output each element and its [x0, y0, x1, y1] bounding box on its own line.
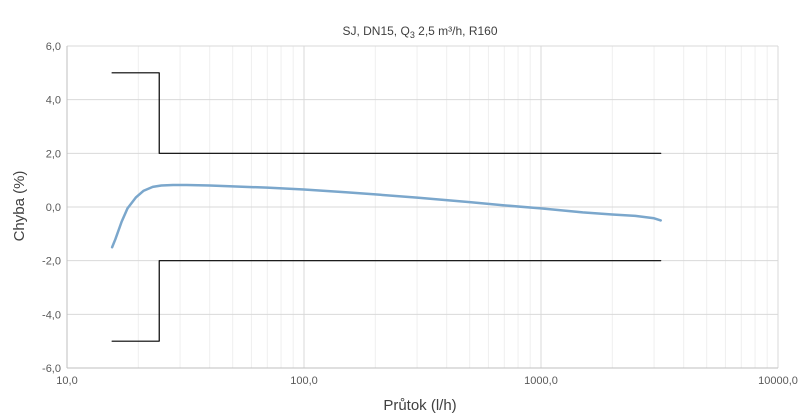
axes	[66, 46, 778, 369]
lower-limit-line	[111, 260, 662, 342]
y-tick-label: 2,0	[46, 148, 61, 160]
upper-limit-line	[111, 72, 662, 154]
y-tick-label: 6,0	[46, 41, 61, 53]
y-tick-labels: 6,0 4,0 2,0 0,0 -2,0 -4,0 -6,0	[42, 41, 61, 375]
y-tick-label: -4,0	[42, 309, 61, 321]
y-tick-label: -2,0	[42, 256, 61, 268]
x-tick-label: 100,0	[290, 375, 318, 387]
x-tick-label: 10000,0	[758, 375, 798, 387]
x-tick-label: 1000,0	[524, 375, 558, 387]
error-curve-line	[110, 183, 662, 249]
y-tick-label: 4,0	[46, 95, 61, 107]
series-group	[110, 72, 662, 342]
x-tick-label: 10,0	[56, 375, 77, 387]
x-axis-title: Průtok (l/h)	[383, 397, 456, 414]
y-tick-label: 0,0	[46, 202, 61, 214]
y-axis-title: Chyba (%)	[11, 171, 28, 242]
chart-title: SJ, DN15, Q3 2,5 m³/h, R160	[342, 24, 497, 40]
y-tick-label: -6,0	[42, 363, 61, 375]
x-tick-labels: 10,0 100,0 1000,0 10000,0	[56, 375, 798, 387]
grid	[66, 45, 779, 369]
